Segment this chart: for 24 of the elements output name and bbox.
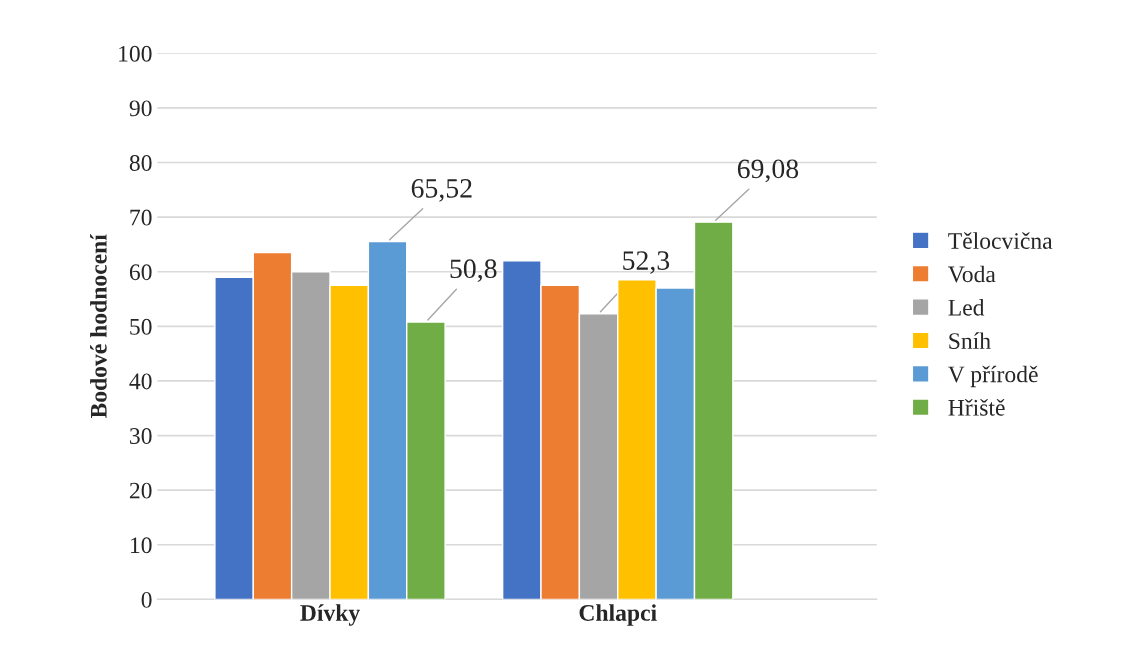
y-tick-label: 30 xyxy=(130,428,152,444)
data-label: 69,08 xyxy=(737,159,799,183)
y-tick-label: 20 xyxy=(129,482,152,499)
y-tick-label: 100 xyxy=(119,45,152,62)
data-label: 65,52 xyxy=(411,179,472,202)
y-tick-label: 10 xyxy=(130,537,152,554)
x-tick-label: Chlapci xyxy=(579,604,657,626)
y-tick-label: 60 xyxy=(129,264,152,281)
data-label: 52,3 xyxy=(623,251,670,274)
y-tick-label: 90 xyxy=(129,100,152,117)
x-tick-label: Dívky xyxy=(300,604,360,626)
legend-label: Tělocvična xyxy=(948,232,1053,249)
legend-label: Hřiště xyxy=(948,399,1005,416)
y-tick-label: 0 xyxy=(141,591,152,608)
legend-label: Voda xyxy=(948,265,996,283)
legend-label: V přírodě xyxy=(948,365,1038,388)
data-label: 50,8 xyxy=(450,259,497,283)
legend-label: Led xyxy=(948,299,985,316)
y-tick-label: 40 xyxy=(129,373,152,390)
y-tick-label: 80 xyxy=(129,154,152,171)
y-tick-label: 50 xyxy=(130,318,152,335)
y-tick-label: 70 xyxy=(130,209,152,226)
legend-label: Sníh xyxy=(949,332,991,349)
y-axis-title: Bodové hodnocení xyxy=(90,233,107,419)
